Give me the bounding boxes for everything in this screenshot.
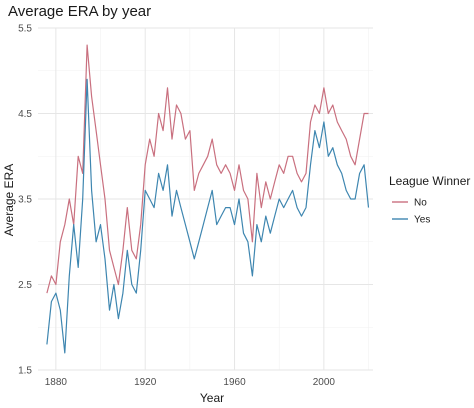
y-tick-label: 4.5 — [18, 109, 32, 120]
series-line-no — [46, 44, 369, 294]
series-lines — [46, 44, 370, 354]
x-axis-title: Year — [200, 391, 224, 405]
x-tick-labels: 1880 1920 1960 2000 — [45, 377, 336, 388]
x-tick-label: 1920 — [134, 377, 157, 388]
x-tick-label: 1960 — [223, 377, 246, 388]
y-tick-label: 1.5 — [18, 366, 32, 377]
y-tick-label: 2.5 — [18, 280, 32, 291]
y-tick-label: 3.5 — [18, 195, 32, 206]
legend-label-no: No — [414, 198, 427, 209]
x-tick-label: 2000 — [313, 377, 336, 388]
y-tick-labels: 1.5 2.5 3.5 4.5 5.5 — [18, 24, 32, 377]
legend-items: No Yes — [392, 198, 430, 226]
legend-title: League Winner — [389, 174, 470, 188]
grid — [38, 27, 373, 371]
chart-title: Average ERA by year — [8, 3, 151, 20]
legend: League Winner No Yes — [389, 174, 470, 226]
series-line-yes — [46, 78, 370, 354]
legend-label-yes: Yes — [414, 215, 430, 226]
y-tick-label: 5.5 — [18, 24, 32, 35]
y-axis-title: Average ERA — [2, 164, 16, 237]
x-tick-label: 1880 — [45, 377, 68, 388]
